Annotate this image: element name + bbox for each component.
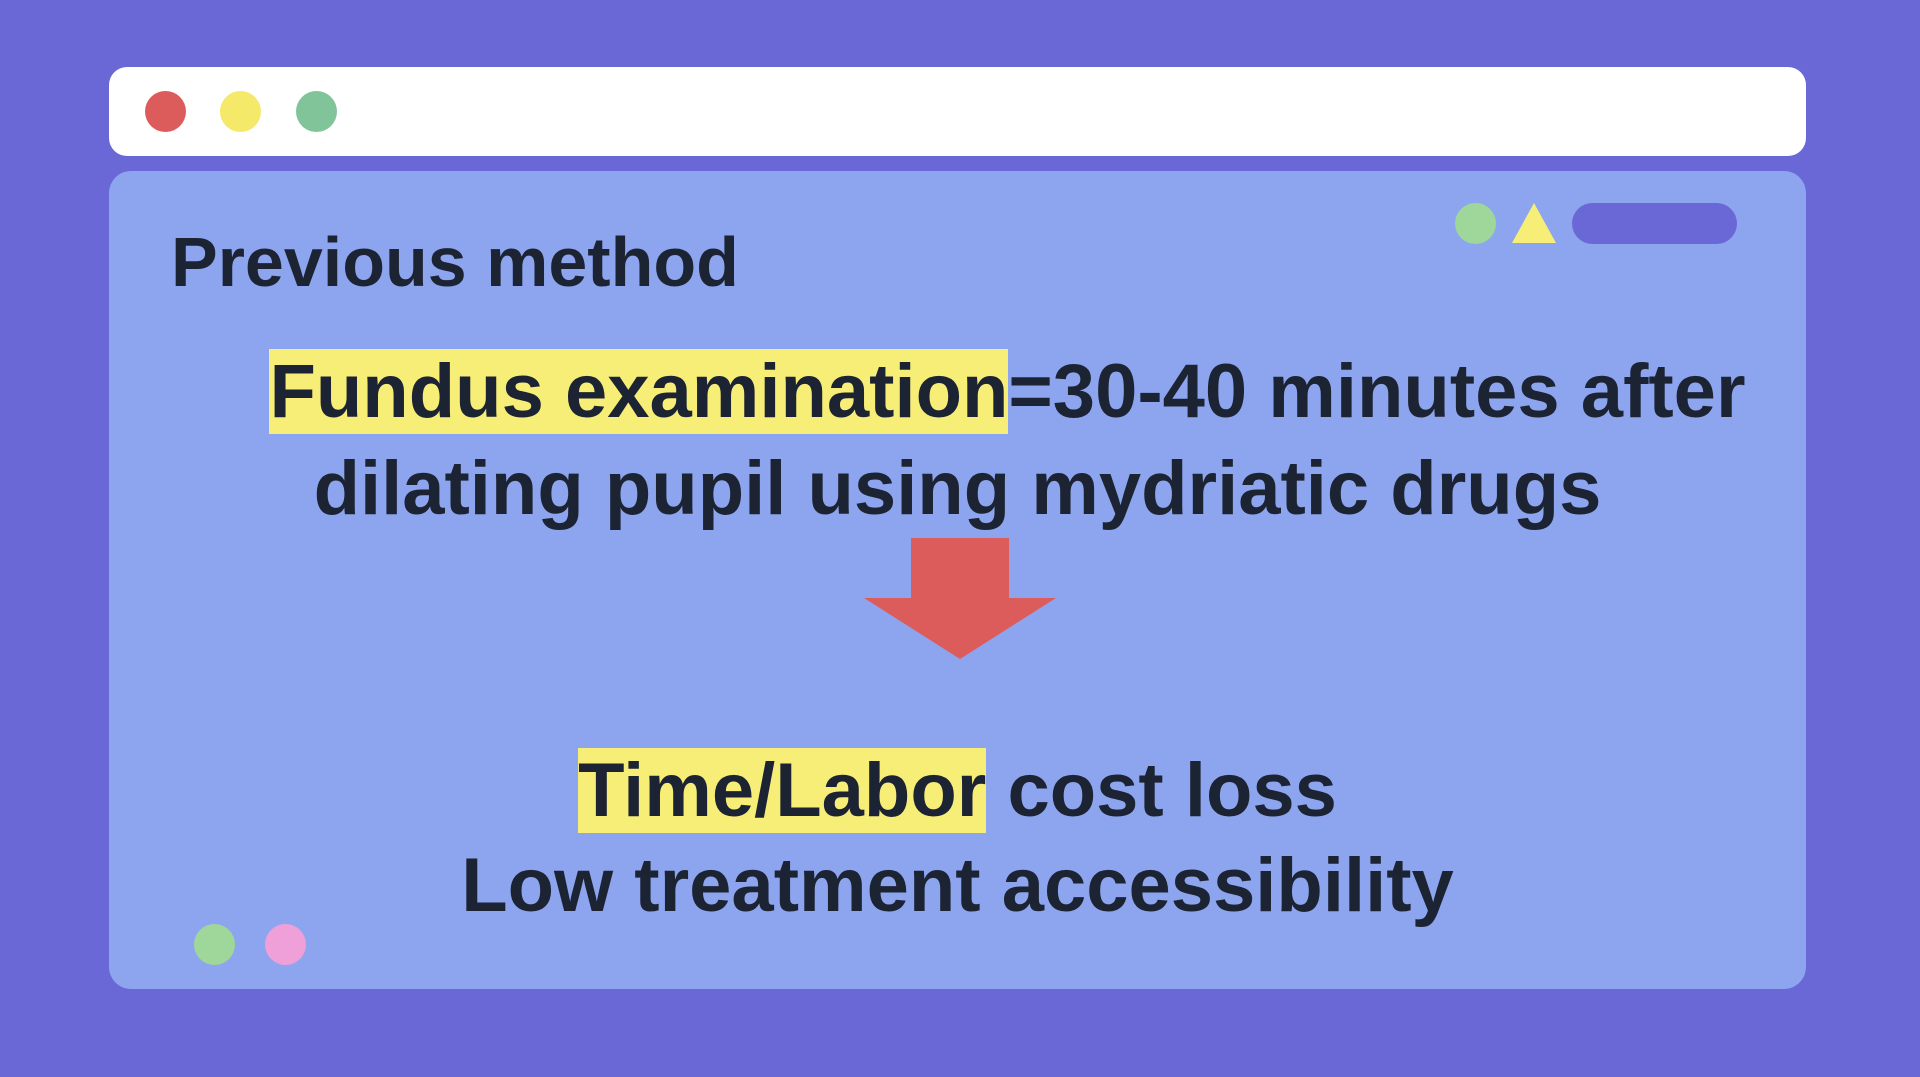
arrow-down-icon (864, 538, 1056, 659)
decorative-triangle-icon (1512, 203, 1556, 243)
consequence-line-1: Time/Labor cost loss (109, 743, 1806, 839)
close-window-dot[interactable] (145, 91, 186, 132)
consequence-line-2: Low treatment accessibility (461, 843, 1454, 928)
highlight-fundus-examination: Fundus examination (269, 349, 1009, 434)
consequence-line-1-rest: cost loss (986, 748, 1337, 833)
decorative-pill-icon (1572, 203, 1737, 244)
content-panel: Previous method Fundus examination=30-40… (109, 171, 1806, 989)
highlight-time-labor: Time/Labor (578, 748, 987, 833)
decorative-green-dot-icon (194, 924, 235, 965)
window-titlebar (109, 67, 1806, 156)
decorative-circle-icon (1455, 203, 1496, 244)
statement-line-2: dilating pupil using mydriatic drugs (313, 446, 1602, 531)
statement-line-1-rest: =30-40 minutes after (1008, 349, 1746, 434)
decorative-pink-dot-icon (265, 924, 306, 965)
minimize-window-dot[interactable] (220, 91, 261, 132)
statement-line-1: Fundus examination=30-40 minutes after (159, 344, 1856, 440)
maximize-window-dot[interactable] (296, 91, 337, 132)
slide-heading: Previous method (171, 223, 739, 301)
arrow-down-shape (864, 538, 1056, 659)
